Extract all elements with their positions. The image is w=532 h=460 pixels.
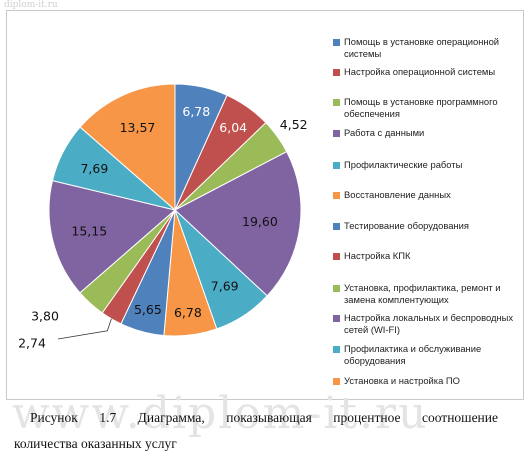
legend-swatch — [333, 253, 340, 260]
pie-value-label-6: 6,78 — [174, 305, 202, 320]
pie-value-label-9: 3,80 — [31, 309, 59, 324]
pie-value-label-2: 6,04 — [219, 120, 247, 135]
legend-swatch — [333, 285, 340, 292]
pie-value-label-11: 7,69 — [80, 161, 108, 176]
legend-label: Тестирование оборудования — [344, 220, 469, 231]
figure-caption: Рисунок 1.7 Диаграмма, показывающая проц… — [14, 410, 498, 452]
legend-swatch — [333, 99, 340, 106]
watermark-top: diplom-it.ru — [4, 0, 58, 10]
legend-item-7: Тестирование оборудования — [333, 220, 518, 232]
legend-item-10: Настройка локальных и беспроводных сетей… — [333, 312, 518, 336]
legend-label: Настройка локальных и беспроводных сетей… — [344, 312, 514, 335]
legend-label: Установка, профилактика, ремонт и замена… — [344, 282, 501, 305]
legend-swatch — [333, 130, 340, 137]
pie-value-label-7: 5,65 — [134, 302, 162, 317]
caption-line-1: Рисунок 1.7 Диаграмма, показывающая проц… — [30, 410, 498, 425]
pie-value-label-4: 19,60 — [242, 214, 278, 229]
legend-label: Настройка КПК — [344, 250, 411, 261]
legend-item-1: Помощь в установке операционной системы — [333, 36, 518, 60]
legend-swatch — [333, 39, 340, 46]
caption-line-2: количества оказанных услуг — [14, 436, 177, 451]
watermark-main: www.diplom-it.ru — [12, 388, 429, 439]
pie-value-label-12: 13,57 — [120, 120, 156, 135]
legend-label: Помощь в установке операционной системы — [344, 36, 500, 59]
pie-slice-4 — [174, 150, 302, 297]
legend-item-3: Помощь в установке программного обеспече… — [333, 96, 518, 120]
pie-value-label-10: 15,15 — [71, 224, 107, 239]
legend-swatch — [333, 378, 340, 385]
legend-label: Профилактические работы — [344, 159, 463, 170]
legend-label: Восстановление данных — [344, 189, 451, 200]
legend-label: Работа с данными — [344, 127, 425, 138]
pie-value-label-5: 7,69 — [211, 278, 239, 293]
legend-label: Установка и настройка ПО — [344, 375, 460, 386]
legend-label: Настройка операционной системы — [344, 66, 496, 77]
legend-item-12: Установка и настройка ПО — [333, 375, 518, 387]
pie-value-label-3: 4,52 — [280, 117, 308, 132]
legend-swatch — [333, 346, 340, 353]
legend-item-2: Настройка операционной системы — [333, 66, 518, 78]
legend-swatch — [333, 69, 340, 76]
legend-item-9: Установка, профилактика, ремонт и замена… — [333, 282, 518, 306]
legend-label: Помощь в установке программного обеспече… — [344, 96, 498, 119]
legend-swatch — [333, 223, 340, 230]
pie-value-label-8: 2,74 — [18, 336, 46, 351]
legend-item-4: Работа с данными — [333, 127, 518, 139]
pie-slices — [48, 83, 302, 337]
legend-swatch — [333, 192, 340, 199]
legend-item-11: Профилактика и обслуживание оборудования — [333, 343, 518, 367]
legend-label: Профилактика и обслуживание оборудования — [344, 343, 482, 366]
legend-swatch — [333, 162, 340, 169]
legend-item-8: Настройка КПК — [333, 250, 518, 262]
leader-line-8 — [57, 318, 112, 340]
pie-labels: 6,78 6,04 4,52 19,60 7,69 6,78 5,65 2,74 3,80 15,… — [18, 104, 308, 351]
pie-slice-12 — [79, 83, 176, 212]
legend-item-6: Восстановление данных — [333, 189, 518, 201]
pie-value-label-1: 6,78 — [182, 104, 210, 119]
pie-slice-10 — [48, 180, 177, 294]
legend-item-5: Профилактические работы — [333, 159, 518, 171]
legend-swatch — [333, 315, 340, 322]
